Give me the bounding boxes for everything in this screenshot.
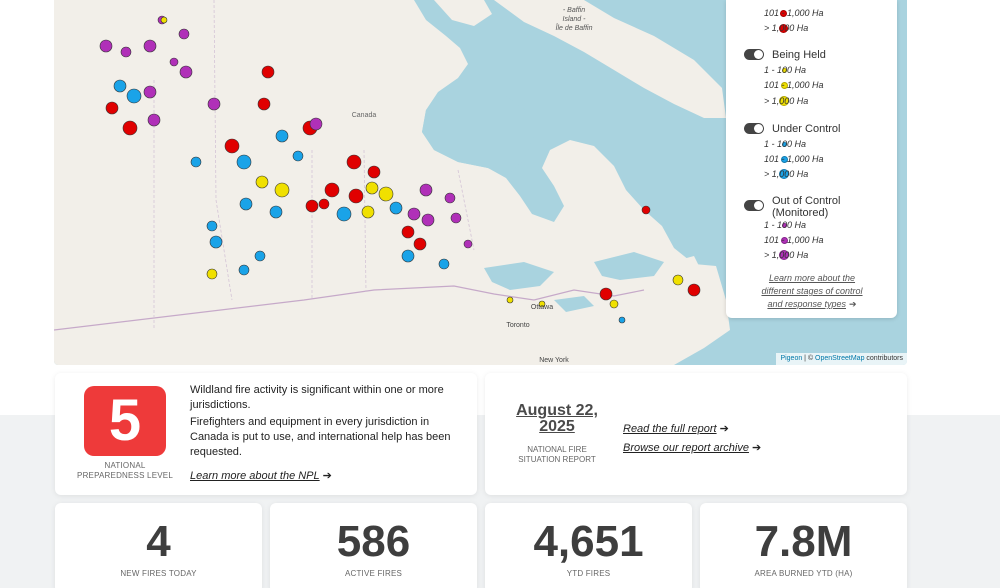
legend-label: 1 - 100 Ha bbox=[764, 220, 807, 230]
learn-more-line: different stages of control bbox=[761, 286, 863, 296]
learn-more-line-wrap: and response types ➔ bbox=[746, 298, 878, 311]
legend-dot-red-medium bbox=[780, 10, 787, 17]
legend-dot-blue-medium bbox=[781, 156, 788, 163]
stat-label: AREA BURNED YTD (HA) bbox=[754, 569, 853, 578]
read-full-report-link[interactable]: Read the full report ➔ bbox=[623, 422, 729, 435]
legend-learn-more-link[interactable]: Learn more about the different stages of… bbox=[746, 272, 878, 311]
npl-caption-line: NATIONAL bbox=[104, 461, 146, 470]
pigeon-link[interactable]: Pigeon bbox=[780, 355, 803, 362]
st-lawrence bbox=[594, 252, 664, 280]
legend-dot-red-large bbox=[779, 24, 788, 33]
report-caption-line: SITUATION REPORT bbox=[518, 455, 596, 464]
being-held-toggle[interactable] bbox=[744, 49, 764, 60]
arrow-right-icon: ➔ bbox=[849, 299, 857, 309]
legend-label: 101 - 1,000 Ha bbox=[764, 80, 824, 90]
out-of-control-toggle[interactable] bbox=[744, 200, 764, 211]
fire-points bbox=[99, 15, 701, 324]
osm-link[interactable]: OpenStreetMap bbox=[815, 355, 865, 362]
legend-label: > 1,000 Ha bbox=[764, 23, 809, 33]
legend-label: 1 - 100 Ha bbox=[764, 139, 807, 149]
baffin-label-2: Island - bbox=[563, 16, 587, 23]
arrow-right-icon: ➔ bbox=[322, 470, 332, 482]
new-york-label: New York bbox=[539, 357, 569, 364]
learn-more-line: and response types bbox=[767, 299, 846, 309]
legend-label: 1 - 100 Ha bbox=[764, 65, 807, 75]
legend-dot-yellow-small bbox=[782, 68, 787, 73]
report-card: August 22, 2025 NATIONAL FIRE SITUATION … bbox=[485, 373, 907, 495]
legend-dot-yellow-large bbox=[779, 96, 789, 106]
map-legend: 101 - 1,000 Ha > 1,000 Ha Being Held 1 -… bbox=[726, 0, 897, 318]
baffin-island bbox=[494, 0, 726, 118]
map-basemap: - Baffin Island - Île de Baffin Canada O… bbox=[54, 0, 730, 365]
npl-card: 5 NATIONAL PREPAREDNESS LEVEL Wildland f… bbox=[55, 373, 477, 495]
arctic-islands bbox=[434, 0, 492, 26]
province-borders bbox=[153, 0, 475, 330]
stat-value: 7.8M bbox=[754, 517, 853, 566]
npl-learn-more-link[interactable]: Learn more about the NPL ➔ bbox=[190, 469, 332, 482]
stat-value: 4 bbox=[146, 517, 171, 566]
report-date-line1: August 22, bbox=[516, 402, 598, 419]
hudson-bay bbox=[422, 88, 534, 176]
legend-dot-purple-large bbox=[779, 250, 789, 260]
report-archive-link[interactable]: Browse our report archive ➔ bbox=[623, 441, 761, 454]
arrow-right-icon: ➔ bbox=[719, 423, 729, 435]
under-control-toggle[interactable] bbox=[744, 123, 764, 134]
read-report-label: Read the full report bbox=[623, 423, 717, 435]
legend-label: > 1,000 Ha bbox=[764, 250, 809, 260]
map-attribution: Pigeon | © OpenStreetMap contributors bbox=[776, 353, 907, 365]
legend-label: > 1,000 Ha bbox=[764, 96, 809, 106]
attribution-sep: | © bbox=[802, 355, 816, 362]
toronto-label: Toronto bbox=[506, 322, 529, 329]
stat-card-area-burned: 7.8M AREA BURNED YTD (HA) bbox=[700, 503, 907, 588]
npl-caption: NATIONAL PREPAREDNESS LEVEL bbox=[73, 461, 177, 481]
legend-group-title: Being Held bbox=[772, 49, 826, 61]
npl-link-label: Learn more about the NPL bbox=[190, 470, 320, 482]
baffin-label-1: - Baffin bbox=[563, 7, 585, 14]
report-date-link[interactable]: August 22, 2025 bbox=[507, 403, 607, 435]
stat-card-active-fires: 586 ACTIVE FIRES bbox=[270, 503, 477, 588]
npl-description-2: Firefighters and equipment in every juri… bbox=[190, 416, 451, 458]
legend-dot-blue-large bbox=[779, 169, 789, 179]
legend-group-title: Under Control bbox=[772, 123, 841, 135]
great-lakes bbox=[484, 262, 594, 312]
npl-caption-line: PREPAREDNESS LEVEL bbox=[77, 471, 173, 480]
stat-label: ACTIVE FIRES bbox=[344, 569, 403, 578]
npl-level-badge: 5 bbox=[84, 386, 166, 456]
stat-label: NEW FIRES TODAY bbox=[120, 569, 197, 578]
legend-dot-purple-small bbox=[782, 223, 787, 228]
stat-value: 4,651 bbox=[533, 517, 644, 566]
npl-description-1: Wildland fire activity is significant wi… bbox=[190, 384, 444, 411]
fire-map[interactable]: - Baffin Island - Île de Baffin Canada O… bbox=[54, 0, 907, 365]
stat-card-new-fires: 4 NEW FIRES TODAY bbox=[55, 503, 262, 588]
legend-label: > 1,000 Ha bbox=[764, 169, 809, 179]
canada-label: Canada bbox=[352, 112, 377, 119]
npl-description: Wildland fire activity is significant wi… bbox=[190, 383, 470, 462]
legend-label: 101 - 1,000 Ha bbox=[764, 8, 824, 18]
stat-card-ytd-fires: 4,651 YTD FIRES bbox=[485, 503, 692, 588]
legend-label: 101 - 1,000 Ha bbox=[764, 154, 824, 164]
learn-more-line: Learn more about the bbox=[768, 273, 856, 283]
mainland-land bbox=[54, 0, 730, 365]
ottawa-label: Ottawa bbox=[531, 304, 553, 311]
stat-value: 586 bbox=[336, 517, 411, 566]
arrow-right-icon: ➔ bbox=[751, 442, 762, 454]
legend-label: 101 - 1,000 Ha bbox=[764, 235, 824, 245]
legend-dot-yellow-medium bbox=[781, 82, 788, 89]
baffin-label-3: Île de Baffin bbox=[556, 23, 593, 32]
legend-dot-purple-medium bbox=[781, 237, 788, 244]
report-date-line2: 2025 bbox=[539, 418, 575, 435]
legend-dot-blue-small bbox=[782, 142, 787, 147]
report-caption-line: NATIONAL FIRE bbox=[527, 445, 587, 454]
attribution-contributors: contributors bbox=[864, 355, 903, 362]
report-caption: NATIONAL FIRE SITUATION REPORT bbox=[507, 445, 607, 465]
legend-group-title: Out of Control (Monitored) bbox=[772, 195, 841, 219]
stat-label: YTD FIRES bbox=[566, 569, 611, 578]
archive-label: Browse our report archive bbox=[623, 442, 749, 454]
